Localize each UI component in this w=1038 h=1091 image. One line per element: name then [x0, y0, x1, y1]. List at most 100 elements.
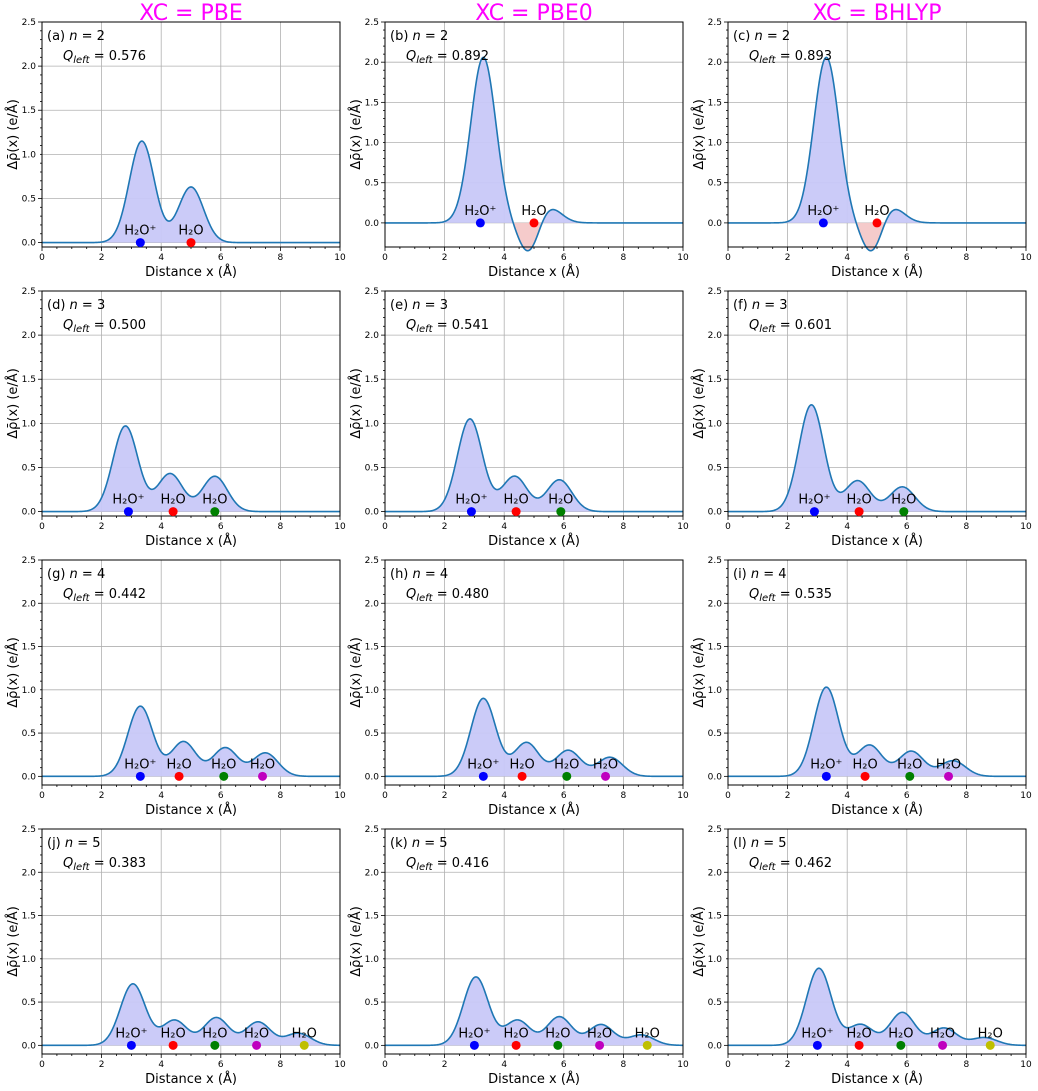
q-subscript: left: [759, 55, 776, 66]
n-value: = 2: [421, 29, 448, 44]
q-symbol: Q: [749, 856, 759, 871]
panel-label: (e) n = 3: [390, 298, 448, 313]
molecule-marker: [186, 238, 196, 248]
x-tick-label: 0: [725, 253, 731, 263]
molecule-marker: [938, 1040, 948, 1050]
molecule-label: H₂O: [635, 1026, 660, 1041]
y-tick-label: 1.5: [22, 106, 36, 116]
x-tick-label: 8: [278, 791, 284, 801]
n-value: = 4: [421, 567, 448, 582]
density-fill-positive: [42, 706, 340, 777]
molecule-marker: [135, 238, 145, 248]
molecule-label: H₂O: [521, 204, 546, 219]
y-tick-label: 2.0: [365, 599, 380, 609]
molecule-label: H₂O: [978, 1026, 1003, 1041]
x-tick-label: 10: [1020, 253, 1032, 263]
x-tick-label: 4: [158, 522, 164, 532]
molecule-marker: [642, 1040, 652, 1050]
molecule-marker: [553, 1040, 563, 1050]
molecule-marker: [210, 1040, 220, 1050]
y-tick-label: 1.5: [365, 912, 379, 922]
y-tick-label: 2.5: [708, 556, 722, 566]
molecule-label: H₂O⁺: [807, 204, 839, 219]
y-tick-label: 1.0: [22, 686, 37, 696]
y-tick-label: 1.5: [22, 912, 36, 922]
x-tick-label: 6: [218, 522, 224, 532]
n-value: = 2: [763, 29, 790, 44]
y-tick-label: 2.0: [708, 599, 723, 609]
y-axis-label: Δρ̄(x) (e/Å): [5, 99, 21, 170]
x-tick-label: 8: [278, 253, 284, 263]
x-axis-label: Distance x (Å): [145, 1071, 237, 1087]
q-left-label: Qleft = 0.416: [406, 856, 489, 873]
molecule-label: H₂O: [936, 757, 961, 772]
y-tick-label: 0.5: [708, 998, 722, 1008]
molecule-label: H₂O⁺: [801, 1026, 833, 1041]
y-tick-label: 2.0: [365, 331, 380, 341]
x-tick-label: 4: [844, 791, 850, 801]
y-tick-label: 1.5: [708, 643, 722, 653]
n-value: = 4: [78, 567, 105, 582]
molecule-label: H₂O: [852, 757, 877, 772]
density-fill-negative: [728, 222, 1026, 251]
y-tick-label: 2.5: [22, 18, 36, 28]
y-tick-label: 0.5: [708, 729, 722, 739]
n-symbol: n: [412, 836, 420, 851]
y-tick-label: 2.5: [708, 287, 722, 297]
panel-g: 0 2 4 6 8 10 0.0 0.5 1.0 1.5 2.0 2.5 Distance x (Å) Δ…: [5, 556, 346, 818]
density-fill-positive: [385, 418, 683, 512]
molecule-label: H₂O: [847, 493, 872, 508]
x-tick-label: 4: [844, 1060, 850, 1070]
x-axis-label: Distance x (Å): [831, 1071, 923, 1087]
x-tick-label: 0: [382, 1060, 388, 1070]
y-tick-label: 1.0: [365, 955, 380, 965]
q-value: = 0.383: [90, 856, 146, 871]
y-tick-label: 0.0: [22, 508, 37, 518]
molecule-label: H₂O: [888, 1026, 913, 1041]
molecule-label: H₂O: [250, 757, 275, 772]
panel-label: (a) n = 2: [47, 29, 105, 44]
x-tick-label: 0: [725, 522, 731, 532]
q-symbol: Q: [406, 856, 416, 871]
y-tick-label: 0.0: [365, 1041, 380, 1051]
y-tick-label: 1.0: [365, 139, 380, 149]
x-tick-label: 4: [158, 253, 164, 263]
q-subscript: left: [73, 862, 90, 873]
x-tick-label: 8: [621, 1060, 627, 1070]
molecule-label: H₂O: [587, 1026, 612, 1041]
q-value: = 0.576: [90, 49, 146, 64]
n-symbol: n: [752, 298, 760, 313]
n-symbol: n: [69, 29, 77, 44]
y-tick-label: 1.0: [708, 419, 723, 429]
panel-l: 0 2 4 6 8 10 0.0 0.5 1.0 1.5 2.0 2.5 Distance x (Å) Δ…: [691, 825, 1032, 1087]
molecule-marker: [466, 507, 476, 517]
q-value: = 0.442: [90, 587, 146, 602]
molecule-label: H₂O⁺: [455, 493, 487, 508]
density-line: [728, 686, 1026, 778]
y-axis-label: Δρ̄(x) (e/Å): [5, 906, 21, 977]
y-tick-label: 2.0: [365, 868, 380, 878]
y-tick-label: 0.5: [365, 729, 379, 739]
panel-b: 0 2 4 6 8 10 0.0 0.5 1.0 1.5 2.0 2.5 Distance x (Å) Δ…: [348, 18, 689, 280]
panel-j: 0 2 4 6 8 10 0.0 0.5 1.0 1.5 2.0 2.5 Distance x (Å) Δ…: [5, 825, 346, 1087]
y-tick-label: 0.0: [708, 1041, 723, 1051]
n-symbol: n: [754, 29, 762, 44]
q-symbol: Q: [749, 318, 759, 333]
y-axis-label: Δρ̄(x) (e/Å): [5, 637, 21, 708]
molecule-label: H₂O: [504, 493, 529, 508]
y-tick-label: 1.5: [708, 375, 722, 385]
q-subscript: left: [416, 593, 433, 604]
molecule-marker: [812, 1040, 822, 1050]
molecule-marker: [809, 507, 819, 517]
panel-label: (i) n = 4: [733, 567, 787, 582]
x-tick-label: 10: [334, 522, 346, 532]
panel-i: 0 2 4 6 8 10 0.0 0.5 1.0 1.5 2.0 2.5 Distance x (Å) Δ…: [691, 556, 1032, 818]
x-tick-label: 8: [621, 253, 627, 263]
molecule-label: H₂O: [244, 1026, 269, 1041]
q-subscript: left: [759, 593, 776, 604]
molecule-marker: [944, 771, 954, 781]
y-tick-label: 0.5: [365, 179, 379, 189]
y-tick-label: 2.5: [365, 825, 379, 835]
x-tick-label: 10: [334, 791, 346, 801]
y-tick-label: 0.5: [22, 729, 36, 739]
